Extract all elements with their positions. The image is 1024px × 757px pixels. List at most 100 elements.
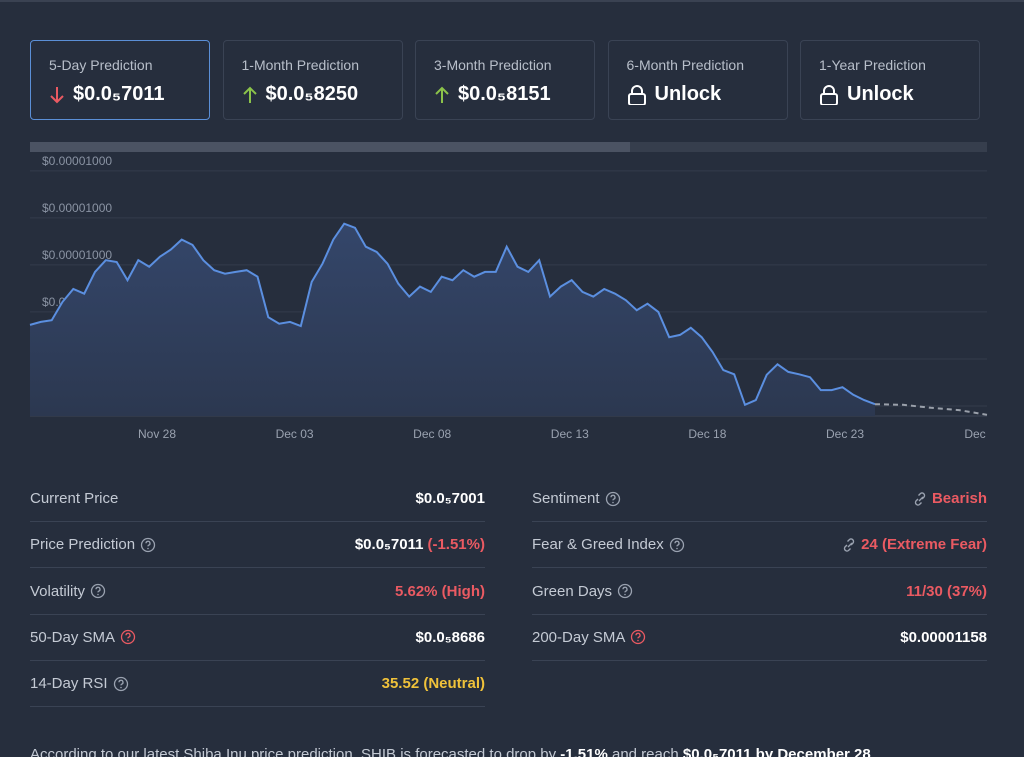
stat-value-group: Bearish — [912, 490, 987, 507]
stat-value: $0.0₅8686 — [415, 628, 485, 646]
x-tick-label: Dec — [964, 427, 985, 441]
stat-label-group: 200-Day SMA — [532, 629, 646, 646]
range-selection — [30, 142, 630, 152]
lock-icon — [627, 84, 646, 105]
forecast-line — [874, 403, 988, 416]
card-value-row: $0.0₅8151 — [434, 83, 551, 106]
stat-row: Sentiment Bearish — [532, 476, 987, 522]
x-tick-label: Dec 13 — [551, 427, 589, 441]
stat-label: Fear & Greed Index — [532, 536, 664, 554]
card-title: 6-Month Prediction — [626, 57, 745, 73]
card-title: 5-Day Prediction — [49, 57, 153, 73]
stat-row: Green Days 11/30 (37%) — [532, 569, 987, 615]
link-icon — [914, 491, 926, 506]
stat-label-group: Green Days — [532, 583, 633, 600]
stat-row: Fear & Greed Index 24 (Extreme Fear) — [532, 522, 987, 569]
stat-value: 11/30 (37%) — [906, 582, 987, 600]
area — [30, 223, 875, 416]
stat-value: $0.00001158 — [900, 628, 987, 646]
stat-label: Sentiment — [532, 490, 600, 507]
stat-row: 50-Day SMA $0.0₅8686 — [30, 615, 485, 661]
stat-value-group: $0.0₅8686 — [416, 629, 485, 646]
card-value: Unlock — [654, 83, 722, 105]
help-icon — [120, 630, 136, 645]
stat-row: Current Price $0.0₅7001 — [30, 476, 485, 522]
stat-label-group: Current Price — [30, 490, 118, 507]
stat-label: 50-Day SMA — [30, 628, 116, 646]
help-icon — [631, 630, 646, 645]
card-value: Unlock — [847, 83, 914, 105]
summary-text: $0.0₅7011 by December 28 — [682, 746, 871, 757]
stat-row: 200-Day SMA $0.00001158 — [532, 615, 987, 661]
y-tick-label: $0.00001000 — [42, 248, 112, 262]
stat-value-group: 35.52 (Neutral) — [382, 675, 485, 692]
y-tick-label: $0.00001000 — [42, 154, 112, 168]
stat-label-group: Price Prediction — [30, 536, 156, 553]
stat-row: Volatility 5.62% (High) — [30, 569, 485, 615]
lock-icon — [820, 84, 838, 105]
stat-value: 5.62% (High) — [394, 582, 485, 600]
stat-value-group: 11/30 (37%) — [906, 583, 987, 600]
card-value-row: Unlock — [627, 83, 722, 106]
stat-value: 24 (Extreme Fear) — [861, 536, 987, 554]
stat-label-group: Volatility — [30, 583, 106, 600]
x-tick-label: Dec 08 — [413, 427, 451, 441]
link-icon — [843, 538, 855, 552]
x-tick-label: Dec 18 — [688, 427, 726, 441]
stat-row: Price Prediction $0.0₅7011 (-1.51%) — [30, 522, 485, 569]
stat-label-group: Fear & Greed Index — [532, 536, 685, 553]
stat-value: $0.0₅7011 — [354, 536, 424, 554]
stat-row: 14-Day RSI 35.52 (Neutral) — [30, 661, 485, 708]
stat-value: Bearish — [931, 490, 987, 507]
stat-label: 14-Day RSI — [30, 675, 108, 693]
prediction-card: 6-Month Prediction Unlock — [607, 40, 788, 120]
stat-value-group: $0.00001158 — [900, 629, 987, 646]
up-icon — [242, 86, 257, 103]
stat-value-group: $0.0₅7011 (-1.51%) — [355, 536, 485, 553]
card-value: $0.0₅8250 — [265, 83, 359, 105]
stat-label-group: Sentiment — [532, 490, 621, 507]
stat-value: $0.0₅7001 — [415, 490, 485, 507]
x-tick-label: Nov 28 — [138, 427, 176, 441]
x-tick-label: Dec 03 — [276, 427, 314, 441]
stat-label: Price Prediction — [30, 536, 136, 554]
summary: According to our latest Shiba Inu price … — [30, 746, 871, 757]
stat-label: Green Days — [532, 582, 613, 600]
stat-note: (-1.51%) — [427, 536, 485, 554]
down-icon — [50, 86, 64, 103]
card-value: $0.0₅8151 — [458, 83, 551, 105]
summary-text: According to our latest Shiba Inu price … — [30, 746, 561, 757]
card-value-row: $0.0₅8250 — [242, 83, 359, 106]
summary-text: -1.51% — [560, 746, 608, 757]
prediction-card: 1-Year Prediction Unlock — [800, 40, 980, 120]
stat-value-group: 5.62% (High) — [395, 583, 485, 600]
price-line — [29, 222, 876, 407]
help-icon — [90, 583, 106, 599]
stat-value-group: $0.0₅7001 — [416, 490, 485, 507]
summary-text: and reach — [607, 746, 683, 757]
card-title: 1-Year Prediction — [819, 57, 926, 73]
chart: $0.00001000$0.00001000$0.00001000$0.0000… — [29, 142, 988, 441]
help-icon — [605, 491, 620, 506]
card-value-row: Unlock — [819, 83, 914, 106]
stat-value: 35.52 (Neutral) — [381, 675, 485, 693]
help-icon — [113, 676, 128, 691]
stat-label-group: 50-Day SMA — [30, 629, 136, 646]
card-title: 3-Month Prediction — [434, 57, 552, 73]
stat-label: 200-Day SMA — [532, 628, 626, 646]
card-title: 1-Month Prediction — [241, 57, 360, 73]
stat-label-group: 14-Day RSI — [30, 675, 129, 692]
x-tick-label: Dec 23 — [826, 427, 864, 441]
stat-label: Current Price — [30, 490, 119, 507]
help-icon — [617, 583, 633, 599]
y-tick-label: $0.00001000 — [42, 201, 112, 215]
prediction-card: 5-Day Prediction $0.0₅7011 — [30, 40, 210, 120]
card-value-row: $0.0₅7011 — [49, 83, 164, 106]
stat-value-group: 24 (Extreme Fear) — [841, 536, 987, 553]
card-value: $0.0₅7011 — [73, 83, 165, 105]
stat-label: Volatility — [30, 582, 86, 600]
help-icon — [669, 537, 684, 552]
prediction-card: 3-Month Prediction $0.0₅8151 — [415, 40, 595, 120]
prediction-card: 1-Month Prediction $0.0₅8250 — [222, 40, 403, 120]
